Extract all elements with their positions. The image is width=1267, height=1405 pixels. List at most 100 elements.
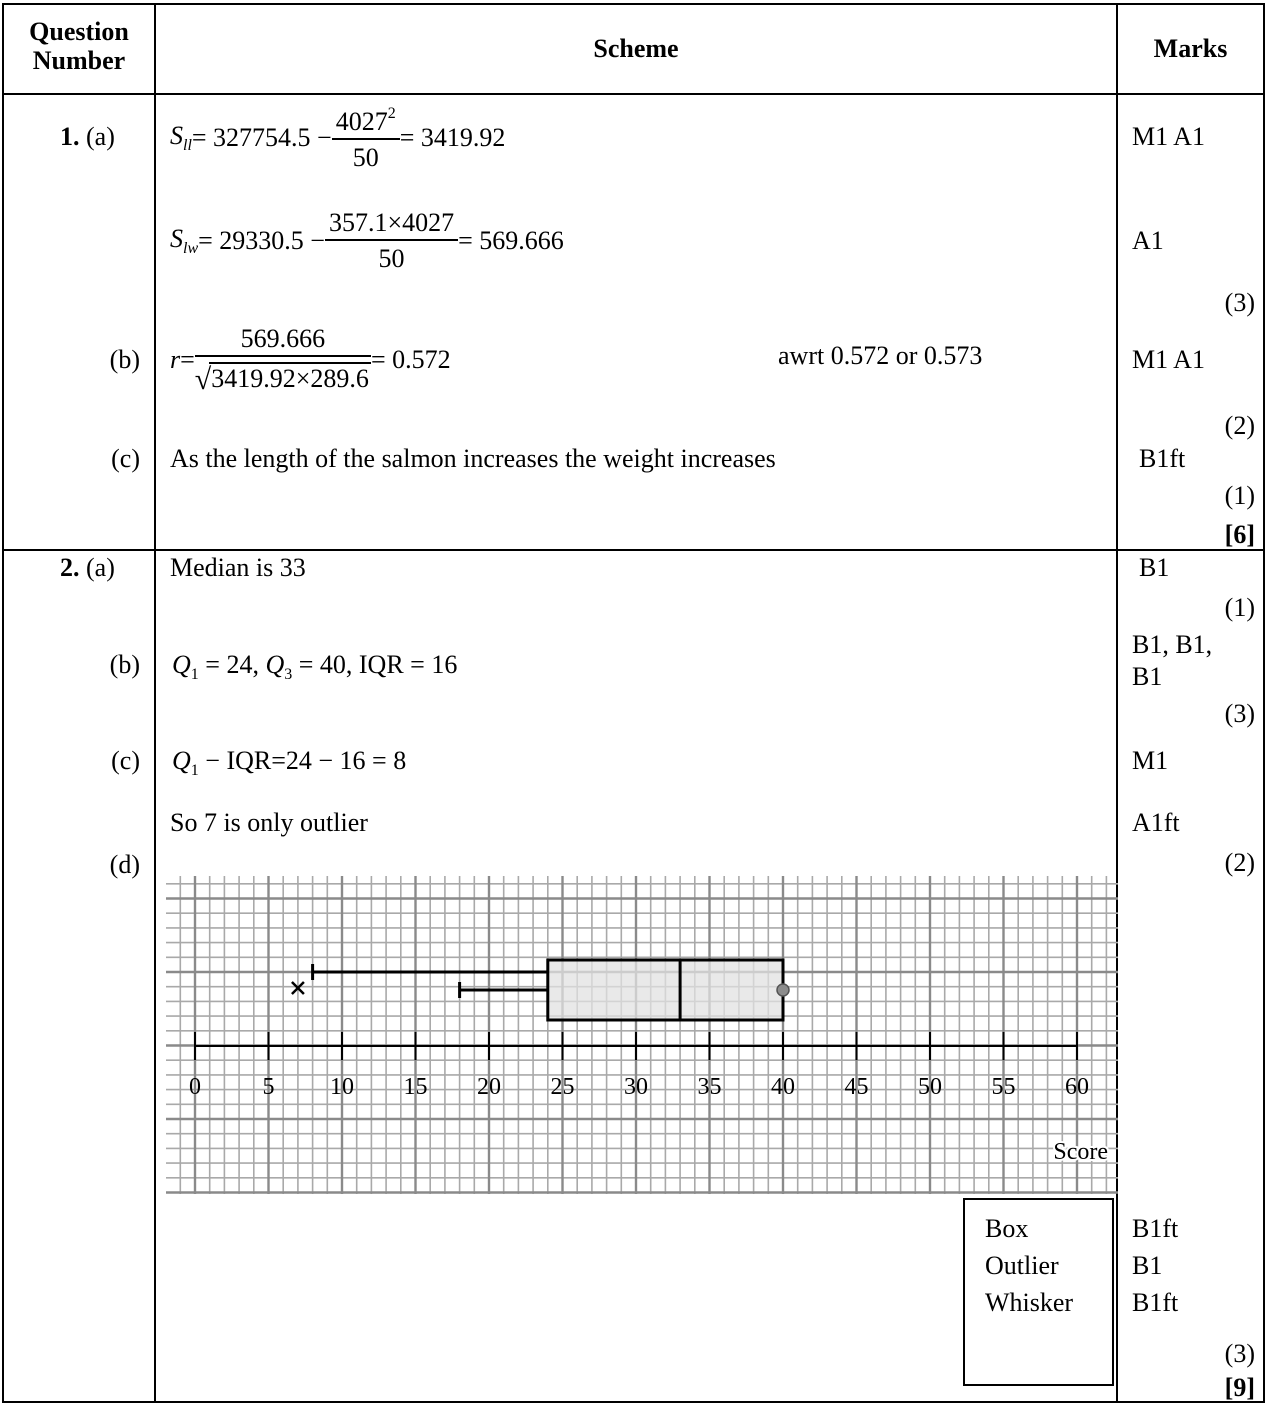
q1-a-total: (3) [1224, 288, 1255, 317]
q1-b-note: awrt 0.572 or 0.573 [778, 341, 983, 370]
q2-d-total: (3) [1224, 1339, 1255, 1368]
q2-b-marks-line1: B1, B1, [1132, 630, 1213, 659]
grid-major-lines [166, 876, 1118, 1194]
q2-b-q1-value: = 24, [198, 650, 266, 679]
q1-sll-formula: Sll = 327754.5 − 40272 50 = 3419.92 [170, 95, 505, 181]
q2-c-formula-rest: − IQR=24 − 16 = 8 [198, 746, 407, 775]
q1-slw-numerator: 357.1×4027 [324, 210, 459, 241]
axis-tick-label: 10 [330, 1074, 354, 1100]
q1-a-line1-marks: M1 A1 [1132, 122, 1205, 151]
header-marks: Marks [1153, 34, 1228, 63]
axis-tick-label: 15 [404, 1074, 428, 1100]
header-scheme: Scheme [593, 34, 679, 63]
q2-b-marks-line2: B1 [1132, 662, 1163, 691]
q1-slw-equation: = 29330.5 − [198, 226, 325, 255]
header-question-number: Question Number [4, 17, 154, 75]
boxplot-marks [291, 958, 790, 1022]
sqrt-symbol-icon: √ [194, 362, 212, 396]
q2-d-marks-outlier: B1 [1132, 1251, 1163, 1280]
q1-sll-symbol: S [170, 120, 183, 150]
grid-minor-lines [166, 876, 1118, 1194]
q2-c-text2: So 7 is only outlier [170, 808, 368, 837]
q1-sll-subscript: ll [183, 136, 192, 154]
axis-tick-label: 55 [992, 1074, 1016, 1100]
q2-c-marks: M1 [1132, 746, 1169, 775]
q1-sll-numerator: 4027 [335, 106, 388, 136]
header-question-line2: Number [32, 45, 126, 75]
column-divider-2 [1116, 3, 1118, 1403]
q1-part-b-label: (b) [109, 345, 140, 374]
q2-grand-total: [9] [1224, 1373, 1255, 1402]
box-iqr [546, 958, 785, 1022]
q2-b-q3-value: = 40, IQR = 16 [292, 650, 458, 679]
q2-b-total: (3) [1224, 699, 1255, 728]
q1-bottom-border [2, 549, 1264, 551]
table-top-border [2, 3, 1264, 5]
q1-a-line2-marks: A1 [1132, 226, 1164, 255]
q1-sll-exponent: 2 [387, 104, 396, 122]
q1-part-c-label: (c) [111, 444, 140, 473]
axis-tick-label: 45 [845, 1074, 869, 1100]
header-question-line1: Question [29, 17, 129, 46]
axis-tick-label: 5 [263, 1074, 275, 1100]
q2-b-formula: Q1 = 24, Q3 = 40, IQR = 16 [172, 652, 457, 683]
criteria-whisker-label: Whisker [985, 1288, 1074, 1317]
q2-c-total: (2) [1224, 848, 1255, 877]
q1-r-symbol: r [170, 345, 181, 374]
axis-tick-label: 35 [698, 1074, 722, 1100]
q2-part-b-label: (b) [109, 650, 140, 679]
q2-a-total: (1) [1224, 593, 1255, 622]
q1-sll-result: = 3419.92 [399, 123, 506, 152]
axis-tick-label: 0 [189, 1074, 201, 1100]
q1-slw-formula: Slw = 29330.5 − 357.1×4027 50 = 569.666 [170, 198, 564, 284]
boxplot-chart: 0 5 10 15 20 25 30 35 40 45 50 55 60 Score [166, 876, 1118, 1194]
axis-tick-label: 60 [1065, 1074, 1089, 1100]
q2-c-marks2: A1ft [1132, 808, 1180, 837]
q1-c-total: (1) [1224, 481, 1255, 510]
q1-r-numerator: 569.666 [194, 325, 371, 357]
q1-grand-total: [6] [1224, 520, 1255, 549]
header-bottom-border [2, 93, 1264, 95]
criteria-outlier-label: Outlier [985, 1251, 1059, 1280]
table-bottom-border [2, 1401, 1264, 1403]
q1-slw-denominator: 50 [378, 244, 405, 273]
q1-c-text: As the length of the salmon increases th… [170, 444, 776, 473]
q3-point [776, 983, 790, 997]
column-divider-1 [154, 3, 156, 1403]
x-axis-label: Score [1053, 1139, 1108, 1165]
q2-number-label: 2. (a) [60, 555, 115, 581]
table-right-border [1263, 3, 1265, 1403]
q2-d-marks-box: B1ft [1132, 1214, 1179, 1243]
criteria-box-label: Box [985, 1214, 1029, 1243]
q2-b-q3-subscript: 3 [284, 666, 293, 683]
q2-b-q1-subscript: 1 [190, 666, 199, 683]
axis-tick-label: 50 [918, 1074, 942, 1100]
criteria-box [963, 1198, 1114, 1386]
q1-b-marks: M1 A1 [1132, 345, 1205, 374]
q1-slw-fraction: 357.1×4027 50 [324, 210, 459, 273]
q2-part-c-label: (c) [111, 746, 140, 775]
axis-tick-label: 30 [624, 1074, 648, 1100]
q1-sll-denominator: 50 [352, 142, 379, 172]
q1-c-marks: B1ft [1139, 444, 1186, 473]
q1-b-total: (2) [1224, 411, 1255, 440]
axis-tick-label: 40 [771, 1074, 795, 1100]
q2-a-marks: B1 [1139, 553, 1170, 582]
score-axis: 0 5 10 15 20 25 30 35 40 45 50 55 60 [189, 1032, 1089, 1100]
q2-b-q1-symbol: Q [172, 650, 191, 679]
q1-slw-symbol: S [170, 223, 183, 253]
q1-part-a-label: (a) [86, 122, 115, 151]
q2-part-a-label: (a) [86, 553, 115, 582]
q2-number: 2. [60, 553, 80, 582]
q1-r-fraction: 569.666 √3419.92×289.6 [194, 325, 371, 396]
q2-c-formula: Q1 − IQR=24 − 16 = 8 [172, 748, 406, 779]
q1-r-formula: r = 569.666 √3419.92×289.6 = 0.572 [170, 315, 451, 405]
outlier-mark [291, 981, 305, 995]
axis-tick-label: 20 [477, 1074, 501, 1100]
q1-r-result: = 0.572 [370, 345, 451, 374]
q2-d-marks-whisker: B1ft [1132, 1288, 1179, 1317]
axis-tick-label: 25 [551, 1074, 575, 1100]
q2-a-text: Median is 33 [170, 553, 306, 582]
q1-sll-fraction: 40272 50 [331, 104, 400, 172]
q2-c-q1-subscript: 1 [190, 762, 199, 779]
